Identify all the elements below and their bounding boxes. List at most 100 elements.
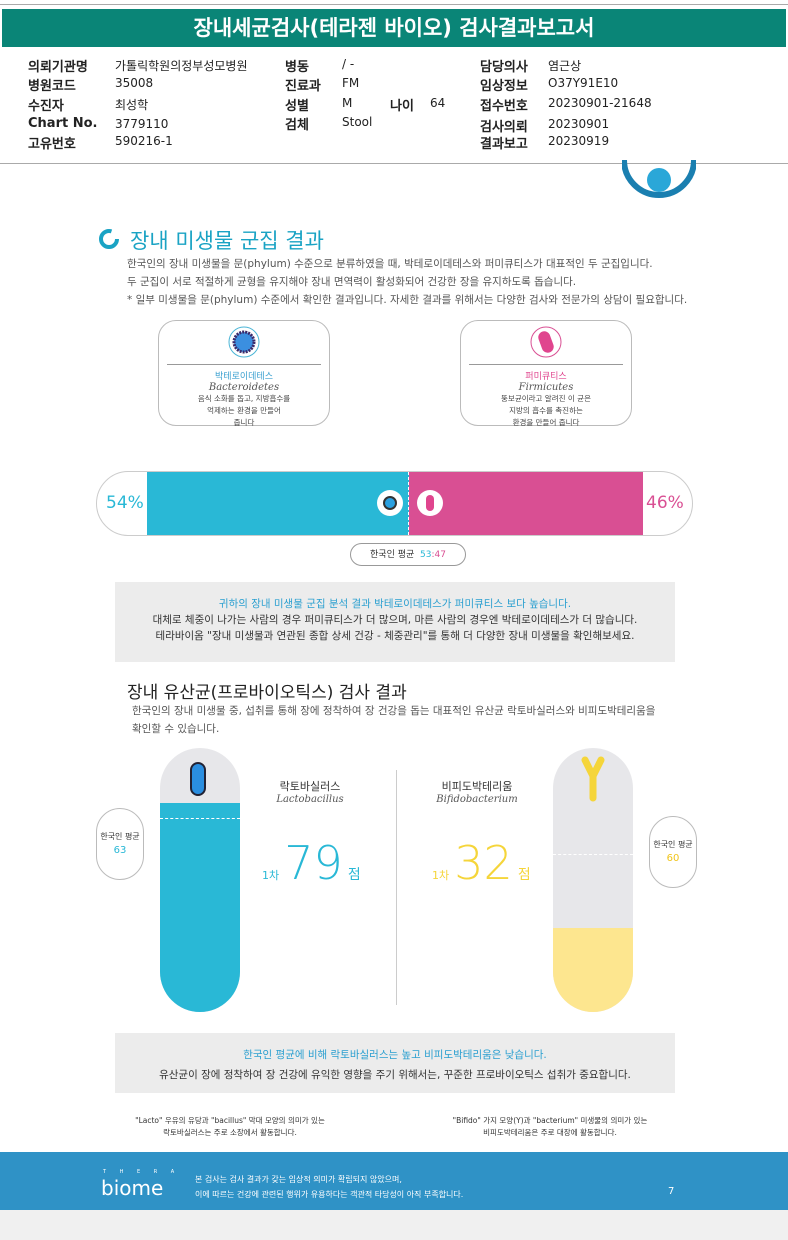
card-desc: 음식 소화를 돕고, 지방흡수를 — [197, 394, 291, 403]
section-title: 장내 미생물 군집 결과 — [130, 229, 324, 253]
firmicutes-icon — [417, 490, 443, 516]
lactobacillus-icon — [190, 762, 206, 796]
avg-label: 한국인 평균 — [653, 840, 693, 849]
info-label: 병원코드 — [28, 79, 76, 94]
section-description: 한국인의 장내 미생물 중, 섭취를 통해 장에 정착하여 장 건강을 돕는 대… — [132, 702, 655, 738]
desc-line: 한국인의 장내 미생물을 문(phylum) 수준으로 분류하였을 때, 박테로… — [127, 258, 653, 270]
summary-line: 테라바이옴 "장내 미생물과 연관된 종합 상세 건강 - 체중관리"를 통해 … — [155, 630, 635, 642]
card-name-ko: 박테로이데테스 — [215, 372, 273, 382]
desc-line: 한국인의 장내 미생물 중, 섭취를 통해 장에 정착하여 장 건강을 돕는 대… — [132, 705, 656, 717]
info-label: 의뢰기관명 — [28, 60, 88, 75]
info-label: 나이 — [390, 99, 414, 114]
divider — [0, 163, 788, 164]
footer: T H E R A biome 본 검사는 검사 결과가 갖는 임상적 의미가 … — [0, 1152, 788, 1210]
lactobacillus-score: 1차 79 점 — [262, 836, 361, 890]
top-rule — [0, 4, 788, 5]
bacteroidetes-icon — [228, 326, 260, 358]
desc-line: 확인할 수 있습니다. — [132, 723, 220, 735]
lacto-average-badge: 한국인 평균 63 — [96, 808, 144, 880]
avg-label: 한국인 평균 — [370, 550, 415, 560]
name-ko: 비피도박테리움 — [441, 780, 513, 793]
desc-line: * 일부 미생물을 문(phylum) 수준에서 확인한 결과입니다. 자세한 … — [127, 294, 688, 306]
card-desc: 뚱보균이라고 알려진 이 균은 — [501, 394, 591, 403]
info-value: FM — [342, 76, 360, 90]
firmicutes-percent: 46% — [646, 493, 684, 513]
info-value: 가톨릭학원의정부성모병원 — [115, 59, 248, 73]
bifido-note: "Bifido" 가지 모양(Y)과 "bacterium" 미생물의 의미가 … — [440, 1115, 660, 1139]
info-value: 20230901-21648 — [548, 96, 652, 110]
note-line: 비피도박테리움은 주로 대장에 활동합니다. — [483, 1128, 617, 1137]
score-unit: 점 — [517, 867, 531, 883]
page-number: 7 — [668, 1186, 675, 1197]
avg-b: :47 — [431, 550, 446, 560]
score-value: 79 — [284, 836, 343, 890]
name-en: Bifidobacterium — [436, 794, 518, 805]
bifidobacterium-icon — [581, 756, 605, 802]
bifido-average-line — [553, 854, 633, 855]
probiotic-summary-box: 한국인 평균에 비해 락토바실러스는 높고 비피도박테리움은 낮습니다. 유산균… — [115, 1033, 675, 1093]
bacteroidetes-icon — [377, 490, 403, 516]
info-label: Chart No. — [28, 116, 98, 131]
lactobacillus-capsule — [160, 748, 240, 1012]
lactobacillus-label: 락토바실러스 Lactobacillus — [260, 778, 360, 805]
info-value: O37Y91E10 — [548, 76, 619, 90]
name-ko: 락토바실러스 — [279, 780, 341, 793]
bacteroidetes-percent: 54% — [106, 493, 144, 513]
info-label: 진료과 — [285, 79, 321, 94]
ring-icon — [99, 229, 119, 249]
card-desc: 억제하는 환경을 만들어 — [207, 406, 281, 415]
desc-line: 두 군집이 서로 적절하게 균형을 유지해야 장내 면역력이 활성화되어 건강한… — [127, 276, 577, 288]
bifido-average-badge: 한국인 평균 60 — [649, 816, 697, 888]
lacto-note: "Lacto" 우유의 유당과 "bacillus" 막대 모양의 의미가 있는… — [120, 1115, 340, 1139]
section-description: 한국인의 장내 미생물을 문(phylum) 수준으로 분류하였을 때, 박테로… — [127, 255, 687, 309]
card-name-en: Firmicutes — [518, 382, 574, 393]
score-prefix: 1차 — [432, 869, 450, 882]
info-value: 최성학 — [115, 98, 149, 112]
info-label: 병동 — [285, 60, 309, 75]
score-prefix: 1차 — [262, 869, 280, 882]
info-label: 수진자 — [28, 99, 64, 114]
bifidobacterium-label: 비피도박테리움 Bifidobacterium — [422, 778, 532, 805]
bifidobacterium-fill — [553, 927, 633, 1012]
avg-value: 63 — [113, 845, 127, 856]
name-en: Lactobacillus — [276, 794, 344, 805]
info-value: 20230901 — [548, 117, 610, 131]
info-value: Stool — [342, 115, 373, 129]
card-desc: 지방의 흡수를 촉진하는 — [509, 406, 583, 415]
divider — [396, 770, 397, 1005]
summary-line: 대체로 체중이 나가는 사람의 경우 퍼미큐티스가 더 많으며, 마른 사람의 … — [152, 614, 638, 626]
bacteroidetes-card: 박테로이데테스 Bacteroidetes 음식 소화를 돕고, 지방흡수를 억제… — [158, 320, 330, 427]
summary-line: 유산균이 장에 정착하여 장 건강에 유익한 영향을 주기 위해서는, 꾸준한 … — [159, 1069, 631, 1081]
section-title: 장내 유산균(프로바이오틱스) 검사 결과 — [127, 683, 407, 703]
note-line: "Lacto" 우유의 유당과 "bacillus" 막대 모양의 의미가 있는 — [135, 1116, 325, 1125]
info-label: 검체 — [285, 118, 309, 133]
card-desc: 줍니다 — [233, 418, 255, 427]
korean-average-pill: 한국인 평균 53:47 — [350, 543, 466, 566]
report-title: 장내세균검사(테라젠 바이오) 검사결과보고서 — [2, 9, 786, 47]
info-label: 임상정보 — [480, 79, 528, 94]
score-unit: 점 — [347, 867, 361, 883]
firmicutes-fill — [409, 472, 643, 535]
info-label: 결과보고 — [480, 137, 528, 152]
info-label: 접수번호 — [480, 99, 528, 114]
note-line: 락토바실러스는 주로 소장에서 활동합니다. — [163, 1128, 297, 1137]
score-value: 32 — [454, 836, 513, 890]
logo-top: T H E R A — [103, 1169, 181, 1175]
info-value: 35008 — [115, 76, 154, 90]
avg-label: 한국인 평균 — [100, 832, 140, 841]
average-marker — [408, 472, 409, 535]
note-line: "Bifido" 가지 모양(Y)과 "bacterium" 미생물의 의미가 … — [452, 1116, 648, 1125]
info-value: 염근상 — [548, 59, 582, 73]
disclaimer: 본 검사는 검사 결과가 갖는 임상적 의미가 확립되지 않았으며, 이에 따르는… — [195, 1172, 463, 1202]
bacteria-badge-icon — [622, 160, 696, 198]
lacto-average-line — [160, 818, 240, 819]
firmicutes-icon — [530, 326, 562, 358]
info-value: 20230919 — [548, 134, 610, 148]
page-bottom — [0, 1210, 788, 1240]
info-label: 담당의사 — [480, 60, 528, 75]
summary-line: 한국인 평균에 비해 락토바실러스는 높고 비피도박테리움은 낮습니다. — [243, 1049, 547, 1061]
card-name-ko: 퍼미큐티스 — [525, 372, 567, 382]
bacteroidetes-fill — [147, 472, 409, 535]
info-value: / - — [342, 57, 355, 71]
